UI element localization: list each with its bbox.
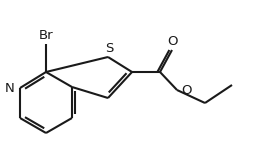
Text: O: O [181, 83, 191, 97]
Text: S: S [105, 42, 113, 55]
Text: Br: Br [39, 29, 53, 42]
Text: O: O [167, 35, 177, 48]
Text: N: N [5, 81, 15, 94]
